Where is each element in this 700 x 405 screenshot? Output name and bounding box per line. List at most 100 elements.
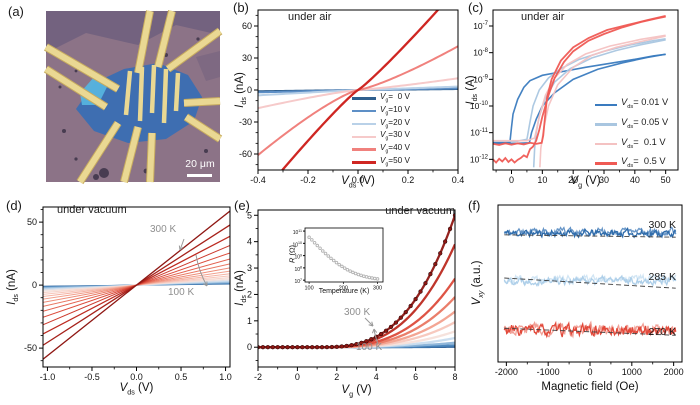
data-marker <box>433 261 438 267</box>
y-tick-label: 109 <box>294 253 302 260</box>
inset-marker <box>334 260 339 265</box>
inset-marker <box>312 240 317 245</box>
legend-label: Vg=10 V <box>380 104 410 117</box>
x-tick-label: -2 <box>254 372 262 382</box>
electrode <box>155 10 175 68</box>
x-tick-label: 6 <box>413 372 418 382</box>
legend-item: Vg=40 V <box>352 143 410 156</box>
x-tick-label: 0.4 <box>452 175 465 185</box>
inset-marker <box>345 267 350 272</box>
x-tick-label: 8 <box>452 372 457 382</box>
legend-item: Vg=30 V <box>352 130 410 143</box>
data-marker <box>408 303 413 309</box>
legend-label: Vg=40 V <box>380 143 410 155</box>
legend-b: Vg= 0 V Vg=10 V Vg=20 V Vg=30 V Vg=40 V Vg=50… <box>352 92 410 169</box>
legend-swatch <box>595 142 617 146</box>
data-marker <box>388 324 394 330</box>
electrode-finger <box>137 66 145 122</box>
y-tick-label: 2 <box>247 289 252 299</box>
series-line <box>532 39 666 168</box>
x-tick-label: 0.5 <box>175 372 188 382</box>
y-tick-label: -50 <box>24 343 37 353</box>
scale-bar <box>187 174 212 177</box>
data-marker <box>260 345 266 350</box>
x-tick-label: -1.0 <box>40 372 56 382</box>
data-marker <box>349 342 354 348</box>
electrode <box>184 114 222 142</box>
axes-frame <box>492 9 679 171</box>
legend-item: Vg= 0 V <box>352 92 410 105</box>
y-tick-label: 3 <box>247 263 252 273</box>
data-marker <box>334 344 339 349</box>
panel-e: -2 0 2 4 6 8 0 1 2 3 4 5 100 200 300 107 108 109 1010 1011 … <box>232 195 466 405</box>
y-tick-label: 0 <box>247 342 252 352</box>
y-tick-label: 10-11 <box>470 128 488 138</box>
data-marker <box>305 345 310 350</box>
x-axis-label-e: Vg (V) <box>341 384 372 399</box>
chart-canvas-c: 0 10 20 30 40 50 10-12 10-11 10-10 10-9 10-8 10-7 <box>470 9 679 185</box>
x-tick-label: -0.2 <box>300 175 316 185</box>
legend-label: Vds= 0.5 V <box>621 156 666 170</box>
data-marker <box>290 345 295 350</box>
data-marker <box>310 345 315 350</box>
fit-dashed-line <box>504 277 676 289</box>
data-marker <box>295 345 300 350</box>
legend-swatch <box>595 103 617 106</box>
y-tick-label: 60 <box>242 21 252 31</box>
y-tick-label: -30 <box>239 117 252 127</box>
legend-label: Vds= 0.05 V <box>621 117 669 130</box>
y-axis-label-c: Ids (A) <box>464 75 480 105</box>
scale-bar-label: 20 μm <box>185 158 215 170</box>
y-tick-label: 107 <box>294 278 302 285</box>
data-marker <box>398 315 403 320</box>
data-marker <box>364 339 369 344</box>
inset-marker <box>321 249 325 253</box>
panel-b: -0.4 -0.2 0.0 0.2 0.4 -60 -30 0 30 60 (b) under a… <box>232 0 466 195</box>
trace-label-270K: 270 K <box>648 326 676 338</box>
legend-c: Vds= 0.01 V Vds= 0.05 V Vds= 0.1 V Vds= 0.5… <box>595 95 668 173</box>
panel-label-f: (f) <box>468 198 481 213</box>
legend-label: Vg=50 V <box>380 156 410 168</box>
data-marker <box>275 345 280 350</box>
hall-trace <box>503 226 677 238</box>
hall-trace <box>503 320 677 339</box>
data-marker <box>300 345 305 350</box>
annotation-100K-e: 100 K <box>356 342 383 353</box>
inset-marker <box>348 269 352 273</box>
panel-d: -1.0 -0.5 0.0 0.5 1.0 -50 0 50 (d) under vacuum… <box>0 195 232 405</box>
inset-marker <box>375 277 380 281</box>
x-tick-label: -2000 <box>495 367 518 377</box>
legend-swatch <box>352 110 376 113</box>
annotation-arrow <box>364 317 374 327</box>
x-tick-label: 10 <box>537 175 547 185</box>
data-marker <box>329 344 335 350</box>
legend-swatch <box>352 122 376 126</box>
y-tick-label: -60 <box>239 149 252 159</box>
legend-item: Vds= 0.5 V <box>595 154 668 174</box>
annotation-300K-e: 300 K <box>344 307 371 318</box>
x-tick-label: 4 <box>374 372 379 382</box>
x-tick-label: 1.0 <box>219 372 232 382</box>
y-tick-label: 30 <box>242 53 252 63</box>
hall-trace <box>503 273 677 287</box>
y-tick-label: 50 <box>27 217 37 227</box>
condition-label-e: under vacuum <box>385 205 455 217</box>
y-axis-label-b: Ids (nA) <box>233 72 249 108</box>
y-tick-label: 10-10 <box>470 101 489 111</box>
fit-dashed-line <box>504 234 676 238</box>
trace-label-285K: 285 K <box>648 271 676 283</box>
inset-x-axis-label: Temperature (K) <box>318 288 370 295</box>
x-axis-label-f: Magnetic field (Oe) <box>541 381 639 393</box>
series-line <box>493 53 666 144</box>
panel-label-b: (b) <box>233 0 249 15</box>
inset-marker <box>342 266 347 270</box>
inset-x-tick: 200 <box>339 286 348 292</box>
inset-marker <box>310 238 314 242</box>
series-line <box>493 14 666 146</box>
y-tick-label: 10-7 <box>473 21 488 31</box>
legend-item: Vg=20 V <box>352 118 410 131</box>
data-marker <box>418 289 423 294</box>
y-tick-label: 4 <box>247 237 252 247</box>
legend-item: Vg=10 V <box>352 105 410 118</box>
data-marker <box>359 340 364 345</box>
